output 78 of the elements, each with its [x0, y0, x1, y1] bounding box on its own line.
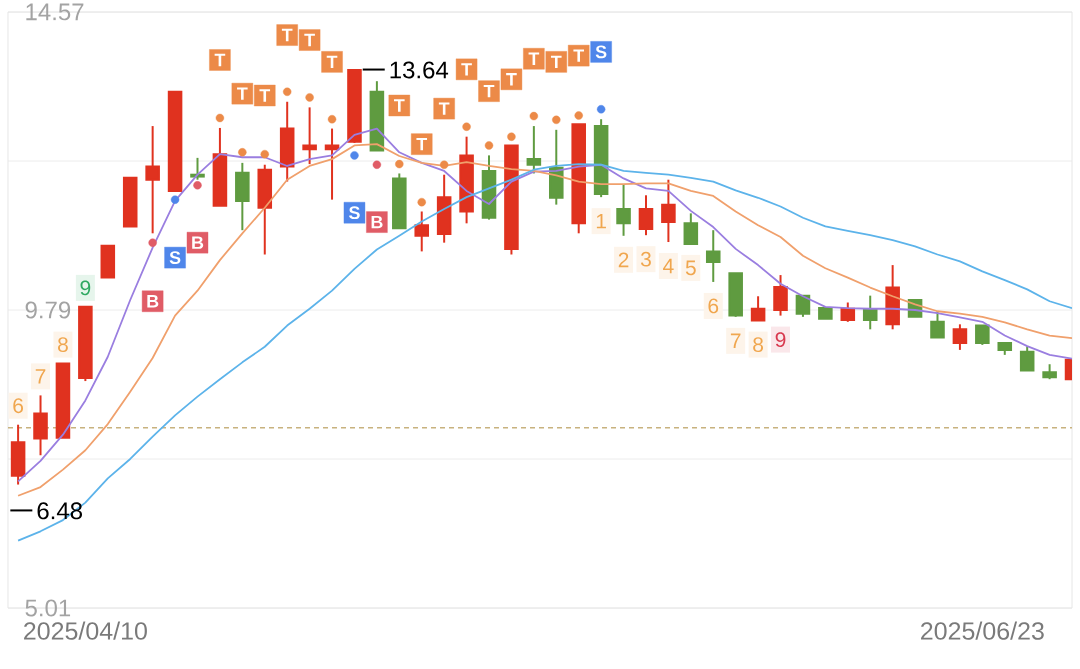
- annotation: 7: [730, 333, 741, 349]
- data-label: T: [506, 73, 517, 86]
- point: [148, 238, 157, 247]
- point: [350, 151, 359, 160]
- data-label: T: [461, 63, 472, 76]
- annotation: 4: [663, 258, 674, 274]
- annotation: 3: [640, 251, 651, 267]
- point: [215, 113, 225, 123]
- candlestick: [975, 324, 990, 346]
- data-label: B: [371, 215, 383, 229]
- data-label: T: [214, 53, 226, 67]
- data-label: T: [416, 137, 428, 151]
- point: [372, 160, 382, 169]
- data-label: S: [595, 45, 607, 59]
- y-tick-label: 9.79: [25, 301, 71, 319]
- data-label: T: [259, 89, 271, 102]
- data-label: T: [304, 33, 315, 47]
- point: [327, 115, 337, 124]
- candlestick: [616, 183, 631, 237]
- point: [395, 159, 404, 169]
- annotation: 6: [708, 298, 719, 314]
- data-label: S: [348, 206, 360, 220]
- candlestick: [526, 125, 542, 175]
- candlestick: [324, 127, 340, 201]
- point: [529, 111, 539, 121]
- candlestick: [862, 294, 878, 331]
- point: [417, 197, 426, 207]
- point: [282, 87, 292, 96]
- candlestick: [1019, 345, 1035, 372]
- candlestick: [414, 210, 430, 253]
- point: [596, 105, 606, 114]
- point: [439, 160, 449, 169]
- data-label: B: [147, 295, 159, 308]
- candlestick: [302, 106, 317, 166]
- candlestick: [145, 125, 160, 235]
- data-label: T: [237, 87, 248, 100]
- data-label: S: [169, 251, 181, 264]
- candlestick: [750, 295, 766, 322]
- point: [305, 93, 314, 102]
- data-label: T: [550, 55, 562, 69]
- data-label: T: [394, 99, 405, 112]
- y-tick-label: 14.57: [26, 3, 84, 21]
- point: [260, 149, 269, 159]
- annotation: 9: [80, 280, 91, 296]
- point: [238, 148, 247, 157]
- point: [170, 195, 180, 204]
- x-tick-label: 2025/06/23: [921, 621, 1044, 640]
- candlestick: [661, 178, 676, 244]
- point: [507, 132, 516, 141]
- candlestick: [705, 229, 721, 283]
- data-label: B: [192, 236, 204, 249]
- candlestick: [190, 156, 205, 181]
- point: [574, 111, 583, 120]
- annotation: 8: [753, 337, 764, 353]
- annotation: 7: [35, 369, 46, 384]
- point: [193, 181, 202, 190]
- point: [552, 115, 561, 125]
- x-tick-label: 2025/04/10: [24, 621, 147, 640]
- annotation: 13.64: [390, 61, 449, 79]
- data-label: T: [281, 28, 293, 42]
- annotation: 2: [618, 252, 629, 268]
- point: [484, 141, 494, 150]
- point: [462, 122, 471, 131]
- annotation: 8: [58, 337, 68, 353]
- candlestick: [683, 212, 699, 245]
- data-label: T: [326, 55, 338, 69]
- y-tick-label: 5.01: [25, 599, 71, 617]
- candlestick: [952, 323, 968, 351]
- data-label: T: [528, 52, 540, 65]
- candlestick: [638, 194, 654, 237]
- data-label: T: [483, 84, 495, 98]
- annotation: 9: [775, 332, 786, 348]
- annotation: 6: [13, 398, 24, 414]
- data-label: T: [573, 49, 585, 62]
- candlestick: [773, 274, 788, 317]
- data-label: T: [438, 102, 450, 115]
- annotation: 1: [596, 213, 606, 229]
- annotation: 5: [685, 260, 696, 276]
